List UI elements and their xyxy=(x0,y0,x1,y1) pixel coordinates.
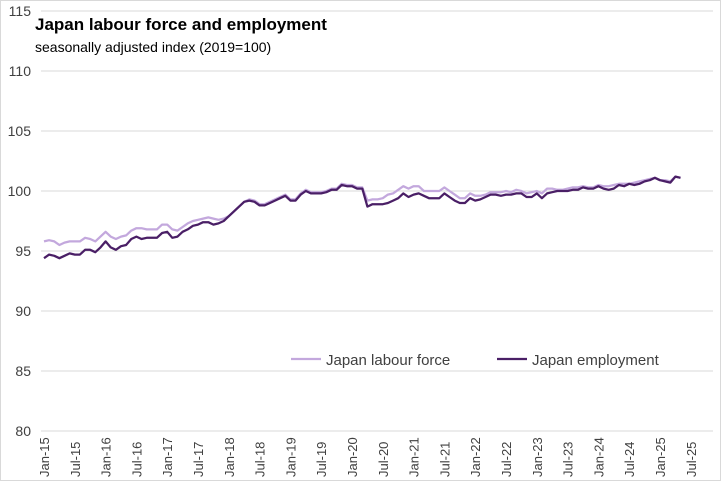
x-tick-label: Jul-15 xyxy=(68,442,83,477)
series-line-labour-force xyxy=(43,175,681,247)
x-tick-label: Jul-16 xyxy=(129,442,144,477)
legend-label: Japan employment xyxy=(532,352,660,369)
x-tick-label: Jul-19 xyxy=(314,442,329,477)
x-tick-label: Jan-16 xyxy=(99,437,114,477)
y-tick-label: 80 xyxy=(15,423,31,439)
x-tick-label: Jan-25 xyxy=(653,437,668,477)
y-tick-label: 105 xyxy=(8,123,32,139)
y-tick-label: 100 xyxy=(8,183,32,199)
x-tick-label: Jul-25 xyxy=(684,442,699,477)
x-tick-label: Jan-18 xyxy=(222,437,237,477)
x-tick-label: Jul-20 xyxy=(376,442,391,477)
x-tick-label: Jul-24 xyxy=(622,442,637,477)
x-tick-label: Jan-20 xyxy=(345,437,360,477)
chart-title: Japan labour force and employment xyxy=(35,15,327,34)
x-tick-label: Jul-21 xyxy=(437,442,452,477)
x-tick-label: Jan-21 xyxy=(407,437,422,477)
y-tick-label: 90 xyxy=(15,303,31,319)
x-tick-label: Jan-17 xyxy=(160,437,175,477)
x-tick-label: Jul-23 xyxy=(561,442,576,477)
x-tick-label: Jul-18 xyxy=(253,442,268,477)
x-tick-label: Jul-17 xyxy=(191,442,206,477)
x-tick-label: Jul-22 xyxy=(499,442,514,477)
y-tick-label: 85 xyxy=(15,363,31,379)
legend-label: Japan labour force xyxy=(326,352,450,369)
chart-subtitle: seasonally adjusted index (2019=100) xyxy=(35,39,272,55)
x-tick-label: Jan-23 xyxy=(530,437,545,477)
y-tick-label: 110 xyxy=(9,63,32,79)
x-tick-label: Jan-19 xyxy=(283,437,298,477)
y-tick-label: 115 xyxy=(9,3,32,19)
x-tick-label: Jan-22 xyxy=(468,437,483,477)
x-tick-label: Jan-15 xyxy=(37,437,52,477)
y-tick-label: 95 xyxy=(15,243,31,259)
x-tick-label: Jan-24 xyxy=(591,437,606,477)
series-line-employment xyxy=(43,175,681,260)
